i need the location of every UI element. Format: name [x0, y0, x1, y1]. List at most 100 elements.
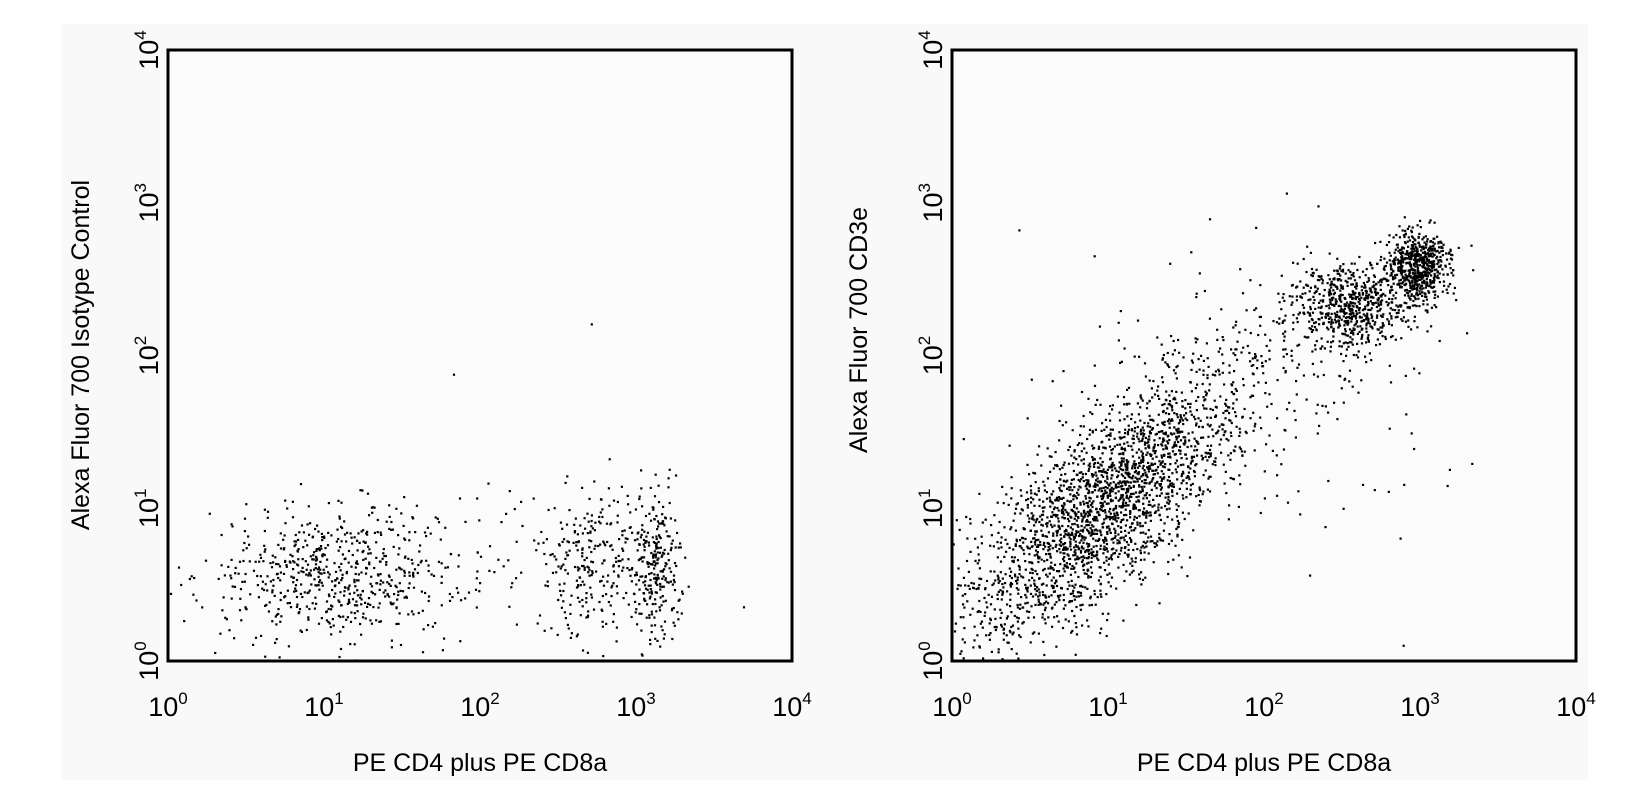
data-point	[1059, 551, 1062, 554]
data-point	[1302, 306, 1306, 309]
data-point	[1076, 524, 1079, 527]
data-point	[1142, 531, 1145, 534]
data-point	[1121, 495, 1124, 498]
data-point	[1026, 417, 1029, 420]
data-point	[1416, 272, 1419, 275]
data-point	[1172, 558, 1175, 561]
data-point	[1428, 285, 1431, 288]
data-point	[1053, 524, 1056, 527]
data-point	[1321, 279, 1324, 282]
data-point	[392, 545, 395, 548]
data-point	[666, 581, 669, 584]
data-point	[1335, 302, 1338, 305]
data-point	[621, 558, 624, 561]
data-point	[993, 570, 996, 573]
data-point	[655, 514, 658, 518]
data-point	[1073, 449, 1076, 452]
data-point	[1155, 455, 1158, 458]
data-point	[1400, 304, 1403, 307]
data-point	[369, 582, 372, 585]
data-point	[1078, 471, 1081, 474]
data-point	[1403, 289, 1407, 292]
data-point	[1411, 284, 1415, 287]
data-point	[1078, 485, 1081, 488]
data-point	[331, 618, 334, 621]
data-point	[676, 611, 679, 614]
data-point	[1244, 464, 1247, 467]
data-point	[1077, 493, 1080, 496]
x-tick-label: 103	[616, 689, 656, 722]
data-point	[1282, 348, 1285, 351]
data-point	[1139, 419, 1142, 422]
data-point	[606, 540, 609, 544]
data-point	[1409, 264, 1412, 267]
data-point	[1121, 502, 1125, 505]
data-point	[1018, 607, 1022, 610]
data-point	[1018, 634, 1021, 637]
data-point	[359, 593, 362, 596]
data-point	[1370, 316, 1373, 319]
data-point	[1029, 641, 1032, 644]
data-point	[662, 585, 665, 588]
data-point	[1411, 250, 1414, 253]
data-point	[1016, 559, 1020, 562]
data-point	[598, 515, 601, 518]
data-point	[671, 637, 674, 641]
data-point	[664, 599, 667, 602]
data-point	[1075, 557, 1078, 561]
data-point	[1344, 330, 1347, 333]
data-point	[1071, 629, 1074, 633]
data-point	[1329, 284, 1332, 287]
data-point	[1452, 269, 1455, 272]
data-point	[1198, 368, 1201, 371]
data-point	[367, 552, 370, 555]
data-point	[1117, 339, 1120, 342]
data-point	[1408, 255, 1411, 258]
data-point	[1433, 221, 1436, 224]
data-point	[1184, 399, 1187, 402]
data-point	[1172, 445, 1175, 448]
data-point	[648, 512, 651, 515]
data-point	[1364, 274, 1367, 277]
data-point	[1059, 594, 1062, 597]
data-point	[1417, 236, 1420, 239]
data-point	[1174, 544, 1177, 547]
data-point	[1362, 319, 1365, 322]
data-point	[1347, 277, 1350, 280]
data-point	[379, 531, 382, 534]
data-point	[1074, 583, 1077, 586]
data-point	[1149, 511, 1152, 514]
data-point	[1171, 489, 1174, 492]
data-point	[293, 540, 296, 543]
data-point	[1385, 243, 1388, 247]
data-point	[1310, 267, 1314, 271]
data-point	[1130, 429, 1133, 432]
data-point	[1282, 293, 1285, 296]
data-point	[1099, 593, 1102, 596]
data-point	[1024, 583, 1027, 586]
data-point	[1163, 522, 1166, 525]
data-point	[1073, 522, 1076, 526]
data-point	[1216, 338, 1219, 341]
data-point	[1108, 445, 1112, 448]
data-point	[314, 563, 318, 566]
data-point	[1306, 245, 1309, 248]
data-point	[278, 565, 282, 568]
data-point	[1349, 295, 1353, 298]
data-point	[592, 608, 596, 611]
data-point	[1420, 249, 1423, 252]
data-point	[1338, 323, 1341, 326]
data-point	[1118, 552, 1121, 556]
data-point	[1128, 402, 1131, 405]
data-point	[650, 551, 653, 555]
data-point	[1384, 264, 1387, 268]
data-point	[392, 602, 395, 605]
data-point	[1125, 491, 1128, 494]
data-point	[1164, 431, 1167, 434]
data-point	[621, 534, 624, 537]
data-point	[636, 532, 639, 535]
data-point	[1113, 445, 1116, 448]
data-point	[1142, 458, 1145, 461]
data-point	[1191, 361, 1194, 364]
data-point	[1429, 255, 1432, 258]
